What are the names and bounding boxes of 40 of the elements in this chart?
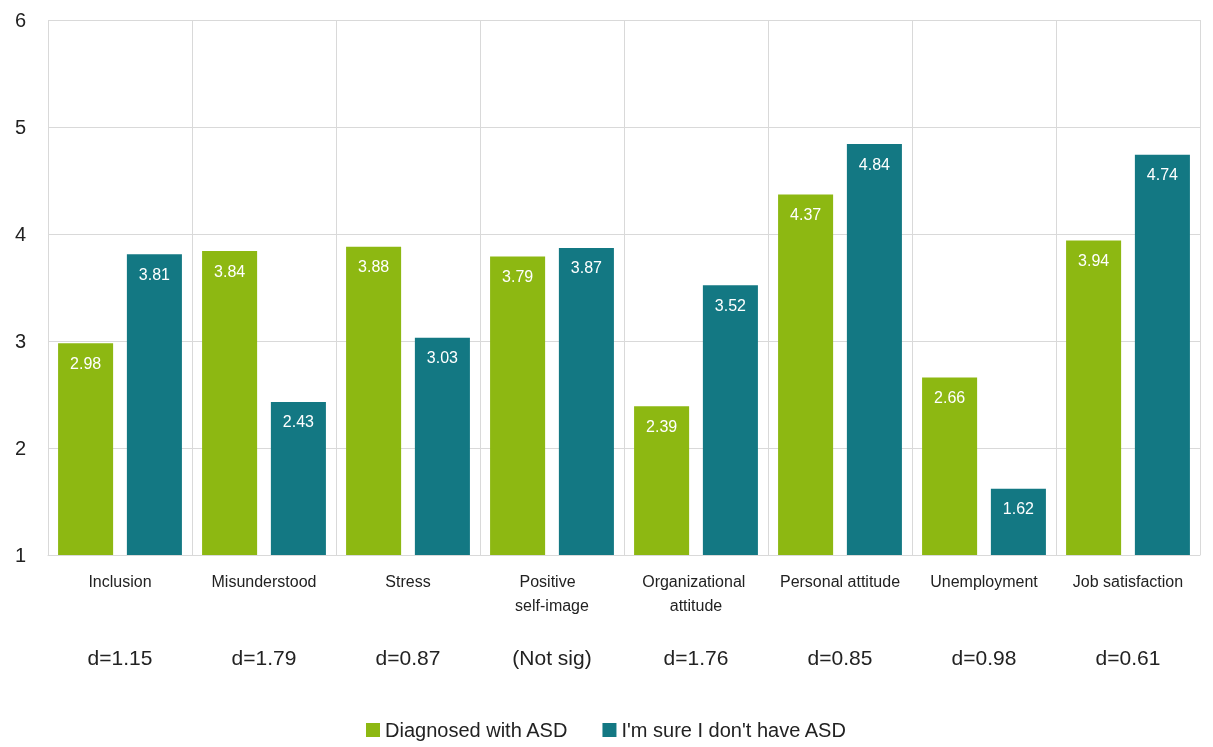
x-tick-label: Stress bbox=[385, 572, 431, 590]
x-tick-label: Unemployment bbox=[930, 572, 1039, 590]
text: d=1.15 bbox=[87, 645, 153, 669]
data-label: 2.98 bbox=[70, 354, 102, 372]
data-label: 1.62 bbox=[1002, 500, 1035, 518]
data-label: 2.39 bbox=[646, 417, 678, 435]
y-tick-label: 1 bbox=[14, 544, 26, 566]
y-tick-label: 5 bbox=[14, 116, 26, 138]
y-tick-label: 2 bbox=[14, 437, 26, 459]
data-label: 4.37 bbox=[790, 205, 822, 223]
legend-label: Diagnosed with ASD bbox=[385, 719, 568, 741]
x-tick-label: Organizational attitude bbox=[642, 572, 750, 614]
data-label: 3.79 bbox=[502, 267, 534, 285]
text: d=0.85 bbox=[807, 645, 873, 669]
x-tick-label: Personal attitude bbox=[779, 572, 901, 590]
data-label: 3.87 bbox=[570, 259, 603, 277]
x-tick-label: Inclusion bbox=[88, 572, 152, 590]
data-label: 2.66 bbox=[934, 388, 966, 406]
data-label: 3.94 bbox=[1078, 251, 1110, 269]
data-label: 3.88 bbox=[358, 258, 390, 276]
data-label: 3.81 bbox=[138, 265, 171, 283]
text: d=1.76 bbox=[663, 645, 729, 669]
text: d=0.61 bbox=[1095, 645, 1161, 669]
text: d=0.98 bbox=[951, 645, 1017, 669]
data-label: 3.84 bbox=[214, 262, 246, 280]
legend-label: I'm sure I don't have ASD bbox=[621, 719, 846, 741]
data-label: 3.52 bbox=[714, 296, 747, 314]
y-tick-label: 3 bbox=[14, 330, 26, 352]
data-label: 4.84 bbox=[858, 155, 891, 173]
data-label: 4.74 bbox=[1146, 166, 1179, 184]
y-tick-label: 6 bbox=[14, 9, 26, 31]
x-tick-label: Positive self-image bbox=[515, 572, 589, 614]
x-tick-label: Job satisfaction bbox=[1072, 572, 1184, 590]
data-label: 3.03 bbox=[426, 349, 459, 367]
text: d=1.79 bbox=[231, 645, 297, 669]
y-tick-label: 4 bbox=[14, 223, 26, 245]
text: d=0.87 bbox=[375, 645, 441, 669]
text: (Not sig) bbox=[512, 645, 592, 669]
data-label: 2.43 bbox=[282, 413, 315, 431]
x-tick-label: Misunderstood bbox=[211, 572, 317, 590]
